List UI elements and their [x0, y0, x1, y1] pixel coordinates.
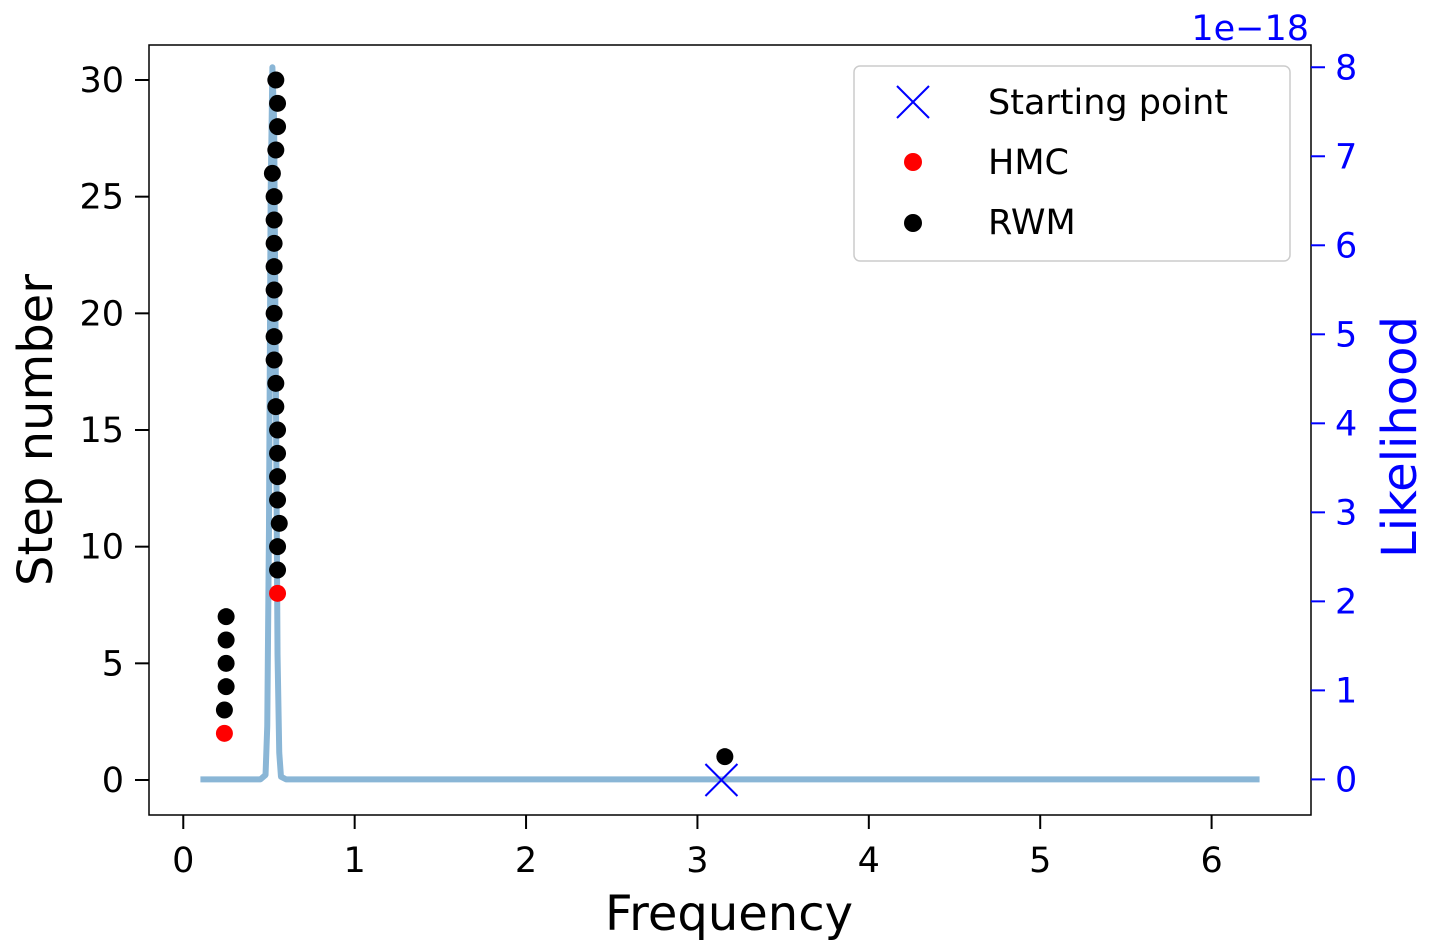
point-rwm-26: [269, 94, 287, 112]
point-rwm-8: [270, 514, 288, 532]
x-tick-label: 2: [515, 841, 537, 881]
x-tick-label: 0: [172, 841, 194, 881]
y2-offset-label: 1e−18: [1191, 9, 1309, 49]
legend-label-starting-point: Starting point: [988, 83, 1228, 123]
point-rwm-20: [265, 234, 283, 252]
point-rwm-6: [269, 561, 287, 579]
point-rwm-16: [265, 328, 283, 346]
y2-tick-label: 8: [1335, 48, 1357, 88]
point-rwm-19: [265, 258, 283, 276]
y-axis-title: Step number: [8, 274, 64, 586]
point-rwm-2: [217, 678, 235, 696]
point-rwm-5: [217, 608, 235, 626]
point-rwm-7: [269, 538, 287, 556]
point-rwm-3: [217, 654, 235, 672]
point-rwm-17: [265, 304, 283, 322]
legend: Starting point HMC RWM: [853, 65, 1291, 262]
y2-tick-label: 2: [1335, 582, 1357, 622]
point-hmc-1: [269, 584, 287, 602]
x-tick-label: 4: [858, 841, 880, 881]
likelihood-curve: [200, 64, 1260, 783]
x-tick-label: 5: [1029, 841, 1051, 881]
point-rwm-9: [269, 491, 287, 509]
x-axis-title: Frequency: [605, 886, 853, 942]
y-tick-label: 30: [79, 61, 124, 101]
point-rwm-23: [263, 164, 281, 182]
point-rwm-4: [217, 631, 235, 649]
point-rwm-11: [269, 444, 287, 462]
point-rwm-13: [267, 398, 285, 416]
x-tick-label: 3: [686, 841, 708, 881]
x-tick-label: 1: [344, 841, 366, 881]
y2-tick-label: 5: [1335, 315, 1357, 355]
y-tick-label: 10: [79, 528, 124, 568]
y-tick-label: 25: [79, 178, 124, 218]
legend-label-rwm: RWM: [988, 203, 1076, 243]
point-rwm-0: [716, 748, 734, 766]
point-rwm-14: [267, 374, 285, 392]
point-hmc-0: [215, 724, 233, 742]
plot-area: [200, 64, 1260, 797]
point-rwm-1: [215, 701, 233, 719]
legend-frame: [853, 65, 1291, 262]
legend-label-hmc: HMC: [988, 143, 1069, 183]
y-tick-label: 15: [79, 411, 124, 451]
legend-starting-point-x-icon: [896, 85, 930, 119]
point-starting-point-0: [704, 763, 739, 797]
point-rwm-22: [265, 188, 283, 206]
x-tick-label: 6: [1200, 841, 1222, 881]
y-tick-label: 20: [79, 294, 124, 334]
legend-rwm-dot-icon: [904, 214, 922, 232]
point-rwm-18: [265, 281, 283, 299]
point-rwm-21: [265, 211, 283, 229]
y-tick-label: 0: [102, 761, 124, 801]
y2-tick-label: 3: [1335, 493, 1357, 533]
y2-tick-label: 6: [1335, 226, 1357, 266]
y-tick-label: 5: [102, 644, 124, 684]
y2-tick-label: 1: [1335, 671, 1357, 711]
axes: 0 1 2 3 4 5 6 0 5 10 15 20 25 30 0 1 2 3 4 5 6 7 8: [79, 44, 1357, 881]
y2-tick-label: 4: [1335, 404, 1357, 444]
point-rwm-25: [269, 118, 287, 136]
point-rwm-27: [267, 71, 285, 89]
y2-tick-label: 0: [1335, 760, 1357, 800]
point-rwm-24: [267, 141, 285, 159]
point-rwm-15: [265, 351, 283, 369]
y2-tick-label: 7: [1335, 137, 1357, 177]
point-rwm-10: [269, 468, 287, 486]
point-rwm-12: [269, 421, 287, 439]
y2-axis-title: Likelihood: [1372, 316, 1428, 558]
legend-hmc-dot-icon: [904, 153, 922, 171]
